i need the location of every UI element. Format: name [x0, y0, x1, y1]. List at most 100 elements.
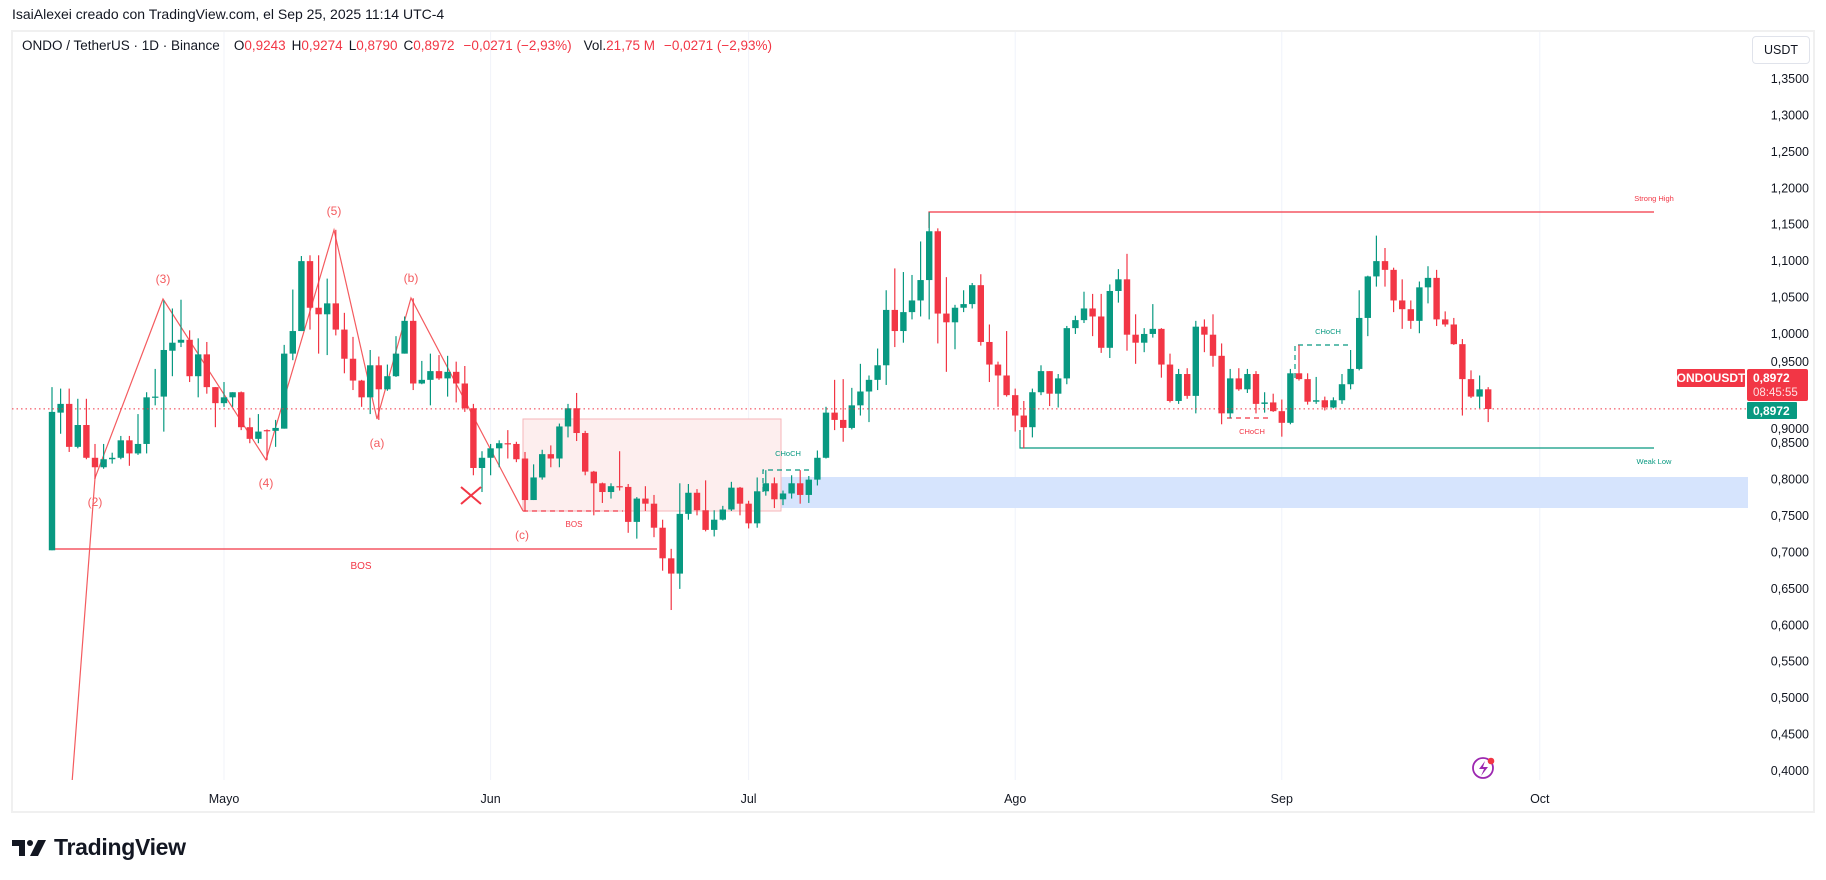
candle-body: [883, 309, 890, 366]
candle-down: [521, 451, 529, 512]
candle-up: [1227, 368, 1234, 419]
candle-up: [143, 392, 150, 454]
candle-down: [1132, 314, 1139, 364]
price-tick-label: 0,8500: [1771, 436, 1809, 450]
candle-body: [840, 419, 847, 428]
choch-jul-label: CHoCH: [775, 449, 801, 458]
candle-body: [1003, 375, 1010, 396]
candle-body: [865, 379, 873, 392]
time-tick-label: Jul: [741, 792, 757, 806]
candle-down: [1485, 387, 1492, 423]
candle-body: [349, 358, 357, 381]
time-axis[interactable]: Mayo Jun Jul Ago Sep Oct: [209, 792, 1550, 806]
lightning-alert-icon[interactable]: [1472, 757, 1495, 779]
candle-body: [1046, 371, 1053, 394]
candle-down: [693, 489, 701, 516]
candle-down: [1012, 388, 1019, 432]
candle-body: [1459, 344, 1466, 380]
candle-body: [1347, 368, 1354, 385]
symbol-legend: ONDO / TetherUS · 1D · Binance O 0,9243 H…: [22, 38, 772, 53]
candle-body: [186, 339, 193, 377]
candle-body: [771, 483, 778, 500]
candle-body: [633, 498, 640, 522]
candle-body: [762, 483, 769, 492]
candle-body: [1141, 333, 1148, 343]
candle-up: [754, 477, 761, 528]
candle-body: [238, 392, 245, 428]
candle-body: [1330, 400, 1337, 408]
candle-down: [203, 341, 210, 394]
candle-body: [1407, 309, 1414, 321]
price-axis[interactable]: 1,3500 1,3000 1,2500 1,2000 1,1500 1,1000 1,05…: [1771, 72, 1809, 778]
strong-high-line[interactable]: [928, 211, 1654, 228]
time-tick-label: Sep: [1271, 792, 1293, 806]
volume-change-value: −0,0271 (−2,93%): [663, 38, 773, 53]
demand-zone[interactable]: [772, 477, 1748, 508]
price-tick-label: 0,9500: [1771, 355, 1809, 369]
candle-body: [57, 403, 64, 413]
time-tick-label: Jun: [481, 792, 501, 806]
symbol-tag: ONDOUSDT: [1677, 369, 1746, 387]
candle-body: [289, 331, 296, 354]
candle-body: [822, 412, 830, 458]
candle-body: [1175, 374, 1182, 401]
candle-body: [1235, 378, 1242, 390]
candle-down: [1450, 317, 1457, 345]
candle-down: [547, 445, 554, 468]
candle-up: [1313, 376, 1320, 404]
x-mark-icon[interactable]: [460, 486, 482, 505]
candle-up: [134, 414, 142, 455]
candle-up: [367, 349, 374, 415]
candle-body: [229, 392, 236, 398]
candle-up: [152, 368, 159, 406]
candle-up: [530, 464, 537, 501]
candle-up: [255, 414, 262, 444]
candle-down: [1218, 343, 1225, 425]
candle-up: [392, 336, 400, 377]
price-tick-label: 1,0500: [1771, 291, 1809, 305]
elliott-wave-line[interactable]: [71, 227, 524, 783]
candle-down: [1321, 396, 1328, 411]
candle-up: [848, 387, 855, 430]
candle-body: [607, 486, 615, 493]
candle-body: [169, 342, 176, 351]
price-tick-label: 0,9000: [1771, 422, 1809, 436]
price-tick-label: 1,0000: [1771, 327, 1809, 341]
candle-body: [1287, 373, 1294, 423]
candle-up: [478, 451, 486, 493]
candle-body: [177, 339, 185, 343]
symbol-name[interactable]: ONDO / TetherUS · 1D · Binance: [22, 38, 220, 53]
high-label: H: [291, 38, 302, 53]
candle-down: [453, 361, 460, 403]
tradingview-logo[interactable]: TradingView: [12, 834, 186, 861]
candle-down: [668, 548, 675, 611]
candle-up: [814, 450, 821, 486]
weak-low-line[interactable]: [1019, 430, 1654, 449]
candle-body: [375, 365, 382, 390]
candle-body: [315, 307, 322, 315]
candle-body: [711, 519, 718, 530]
candle-body: [1227, 378, 1234, 414]
choch-jul-line[interactable]: [762, 469, 813, 492]
candle-body: [676, 513, 683, 574]
candle-down: [934, 228, 941, 344]
candle-down: [1201, 319, 1208, 353]
candle-up: [883, 290, 890, 385]
candle-body: [1080, 308, 1088, 321]
candle-down: [1459, 339, 1466, 416]
svg-text:0,8972: 0,8972: [1753, 371, 1790, 385]
candle-up: [281, 344, 288, 429]
candle-down: [599, 482, 606, 503]
price-tick-label: 0,4500: [1771, 728, 1809, 742]
bos-main-label: BOS: [350, 561, 371, 572]
candle-up: [1055, 374, 1062, 408]
candle-body: [126, 440, 133, 454]
currency-button[interactable]: USDT: [1752, 36, 1810, 64]
candle-body: [685, 492, 692, 514]
wave-label-2: (2): [88, 495, 103, 509]
candle-body: [599, 483, 606, 493]
choch-sep-line[interactable]: [1294, 344, 1348, 378]
candle-down: [1098, 293, 1105, 353]
candle-up: [539, 449, 546, 480]
